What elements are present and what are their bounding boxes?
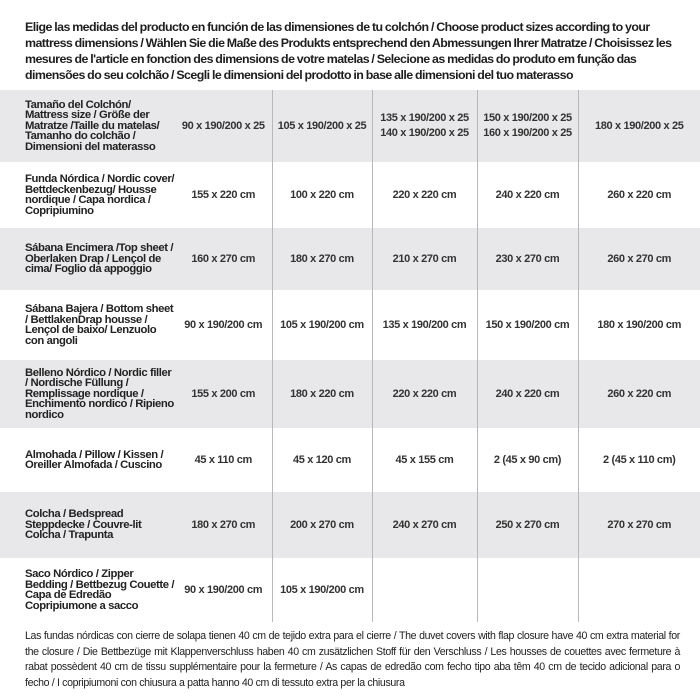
size-table: Tamaño del Colchón/ Mattress size / Größ… xyxy=(0,90,700,622)
size-cell: 240 x 270 cm xyxy=(371,492,477,558)
size-cell: 250 x 270 cm xyxy=(476,492,578,558)
size-cell: 270 x 270 cm xyxy=(577,492,700,558)
product-label: Sábana Encimera /Top sheet / Oberlaken D… xyxy=(0,228,175,290)
mattress-size-value: 140 x 190/200 x 25 xyxy=(380,127,469,139)
mattress-size-value: 90 x 190/200 x 25 xyxy=(181,119,265,132)
product-label: Funda Nórdica / Nordic cover/ Bettdecken… xyxy=(25,173,175,217)
size-cell: 150 x 190/200 cm xyxy=(476,290,578,360)
size-cell: 100 x 220 cm xyxy=(271,162,372,228)
product-label: Saco Nórdico / Zipper Bedding / Bettbezu… xyxy=(25,568,175,612)
table-row: Sábana Bajera / Bottom sheet / Bettlaken… xyxy=(0,290,700,360)
size-cell: 105 x 190/200 cm xyxy=(271,290,372,360)
mattress-size-cell: 135 x 190/200 x 25 140 x 190/200 x 25 xyxy=(371,90,477,162)
size-cell xyxy=(476,558,578,622)
size-cell: 155 x 220 cm xyxy=(191,189,256,201)
size-cell: 220 x 220 cm xyxy=(371,360,477,428)
product-label: Colcha / Bedspread Steppdecke / Couvre-l… xyxy=(0,492,175,558)
size-cell: 210 x 270 cm xyxy=(371,228,477,290)
mattress-size-cell: 90 x 190/200 x 25 xyxy=(175,90,272,162)
header-row: Tamaño del Colchón/ Mattress size / Größ… xyxy=(0,90,700,162)
size-cell: 90 x 190/200 cm xyxy=(184,319,263,331)
size-cell: 180 x 190/200 cm xyxy=(577,290,700,360)
size-cell: 45 x 120 cm xyxy=(271,428,372,492)
size-cell: 180 x 220 cm xyxy=(271,360,372,428)
size-cell: 135 x 190/200 cm xyxy=(371,290,477,360)
table-row: Sábana Encimera /Top sheet / Oberlaken D… xyxy=(0,228,700,290)
table-row: Funda Nórdica / Nordic cover/ Bettdecken… xyxy=(0,162,700,228)
size-cell: 240 x 220 cm xyxy=(476,360,578,428)
mattress-size-value: 180 x 190/200 x 25 xyxy=(594,119,684,132)
size-cell: 230 x 270 cm xyxy=(476,228,578,290)
mattress-size-value: 105 x 190/200 x 25 xyxy=(277,119,367,132)
intro-text: Elige las medidas del producto en funció… xyxy=(25,20,672,82)
size-cell: 2 (45 x 110 cm) xyxy=(577,428,700,492)
size-cell: 45 x 155 cm xyxy=(371,428,477,492)
size-cell: 105 x 190/200 cm xyxy=(271,558,372,622)
size-cell: 180 x 270 cm xyxy=(175,492,272,558)
size-cell xyxy=(577,558,700,622)
size-cell: 155 x 200 cm xyxy=(175,360,272,428)
mattress-size-cell: 105 x 190/200 x 25 xyxy=(271,90,372,162)
size-cell: 260 x 220 cm xyxy=(577,360,700,428)
size-cell: 260 x 220 cm xyxy=(577,162,700,228)
size-cell xyxy=(371,558,477,622)
product-label: Almohada / Pillow / Kissen / Oreiller Al… xyxy=(25,448,164,471)
size-cell: 260 x 270 cm xyxy=(577,228,700,290)
mattress-size-cell: 180 x 190/200 x 25 xyxy=(577,90,700,162)
table-row: Colcha / Bedspread Steppdecke / Couvre-l… xyxy=(0,492,700,558)
size-cell: 160 x 270 cm xyxy=(175,228,272,290)
product-label: Belleno Nórdico / Nordic filler / Nordis… xyxy=(0,360,175,428)
table-row: Almohada / Pillow / Kissen / Oreiller Al… xyxy=(0,428,700,492)
size-cell: 220 x 220 cm xyxy=(371,162,477,228)
table-row: Belleno Nórdico / Nordic filler / Nordis… xyxy=(0,360,700,428)
footnote: Las fundas nórdicas con cierre de solapa… xyxy=(25,630,680,689)
mattress-size-value: 135 x 190/200 x 25 xyxy=(380,112,469,124)
table-row: Saco Nórdico / Zipper Bedding / Bettbezu… xyxy=(0,558,700,622)
mattress-size-value: 150 x 190/200 x 25 xyxy=(483,112,572,124)
product-label: Sábana Bajera / Bottom sheet / Bettlaken… xyxy=(25,303,174,347)
size-cell: 180 x 270 cm xyxy=(271,228,372,290)
mattress-size-label: Tamaño del Colchón/ Mattress size / Größ… xyxy=(0,90,175,162)
size-cell: 2 (45 x 90 cm) xyxy=(476,428,578,492)
mattress-size-value: 160 x 190/200 x 25 xyxy=(483,127,572,139)
mattress-size-cell: 150 x 190/200 x 25 160 x 190/200 x 25 xyxy=(476,90,578,162)
size-cell: 200 x 270 cm xyxy=(271,492,372,558)
size-cell: 240 x 220 cm xyxy=(476,162,578,228)
size-cell: 90 x 190/200 cm xyxy=(184,584,263,596)
size-cell: 45 x 110 cm xyxy=(194,454,253,466)
